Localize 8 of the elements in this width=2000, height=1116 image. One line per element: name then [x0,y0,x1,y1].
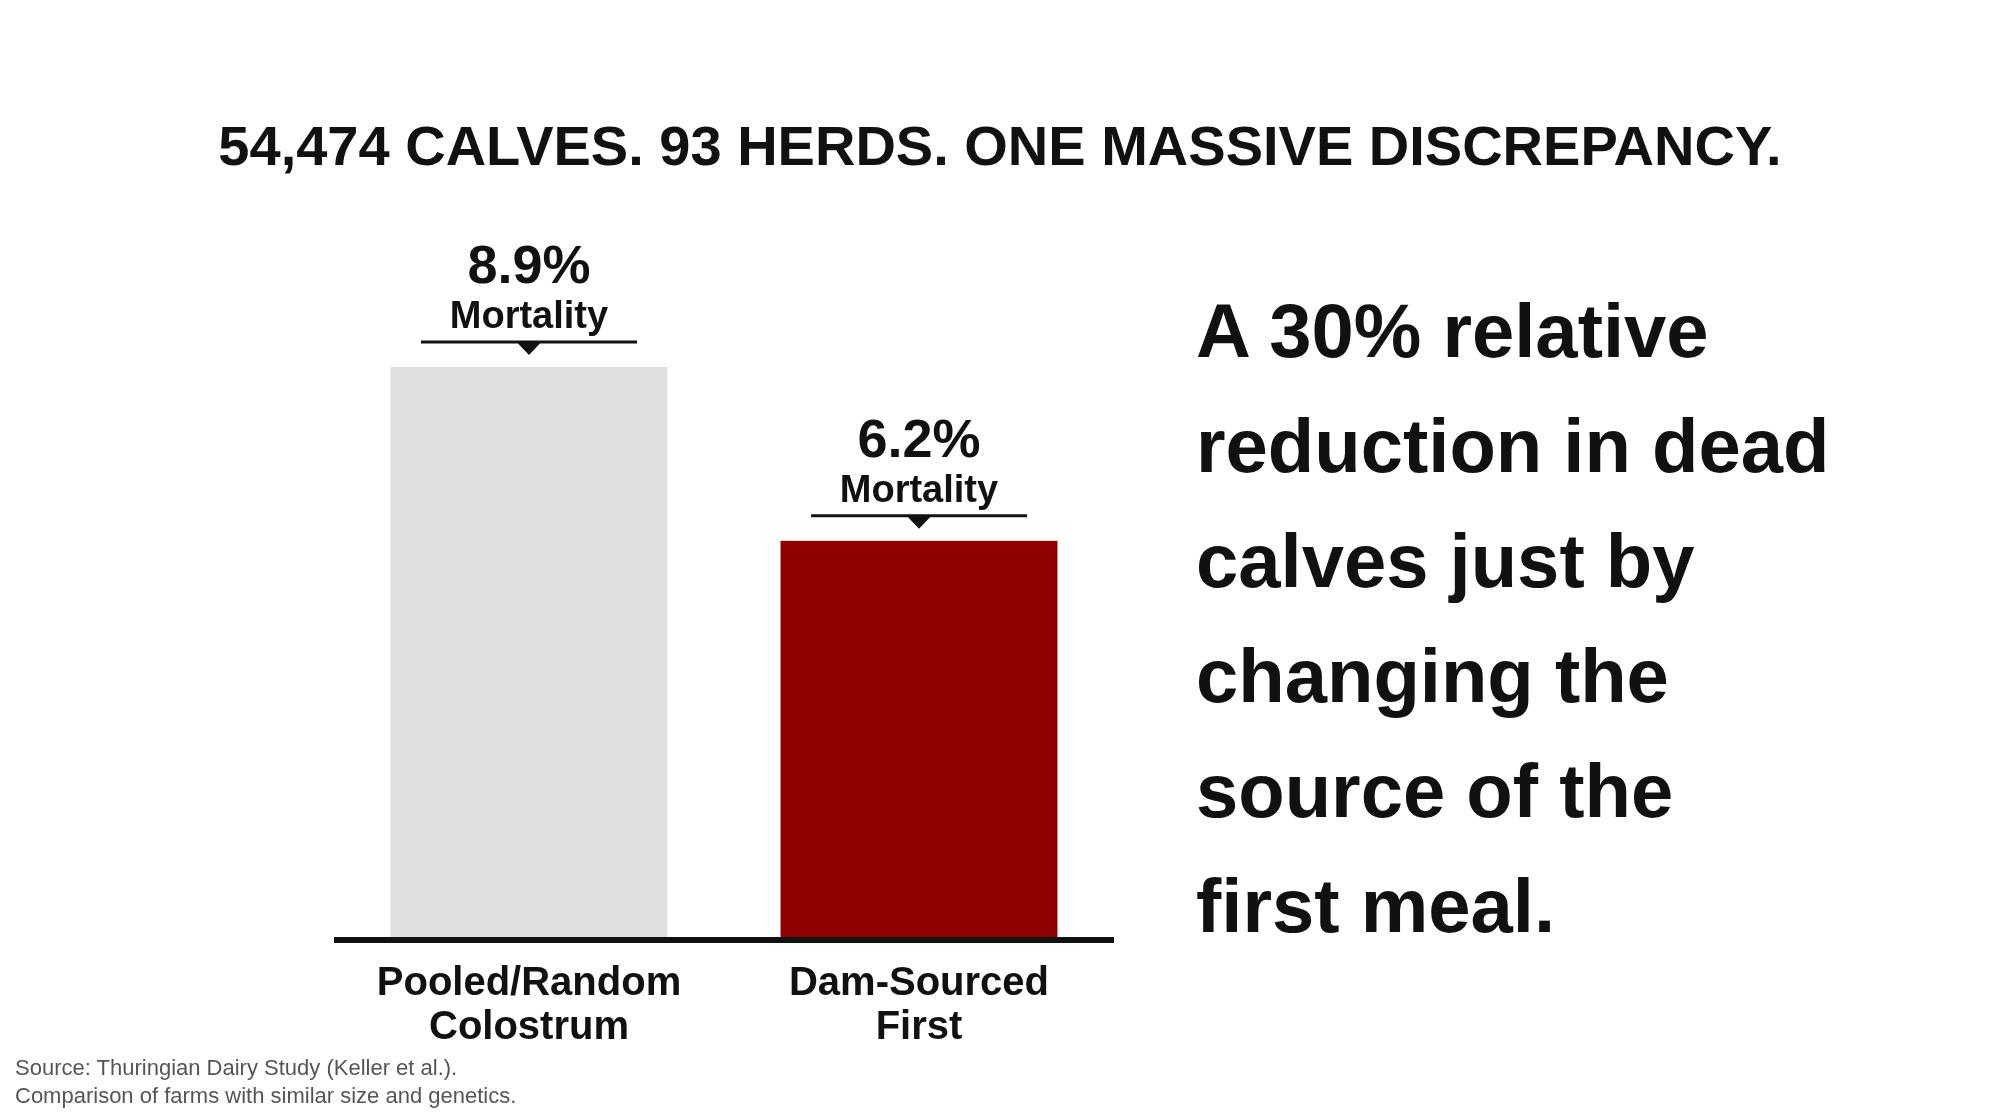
text: Comparison of farms with similar size and genetics. [15,1083,517,1108]
x-tick-label: Dam-Sourced First [788,959,1050,1047]
x-tick-label: Pooled/Random Colostrum [376,959,682,1047]
chart-title: 54,474 CALVES. 93 HERDS. ONE MASSIVE DISCREPANCY. [218,114,1782,177]
data-label: 6.2% Mortality [839,407,999,510]
source-note: Source: Thuringian Dairy Study (Keller et al.). [15,1055,458,1080]
text: A 30% relative reduction in dead calves just by changing the source of the first meal. [1196,288,1830,948]
data-label: 8.9% Mortality [449,234,609,336]
